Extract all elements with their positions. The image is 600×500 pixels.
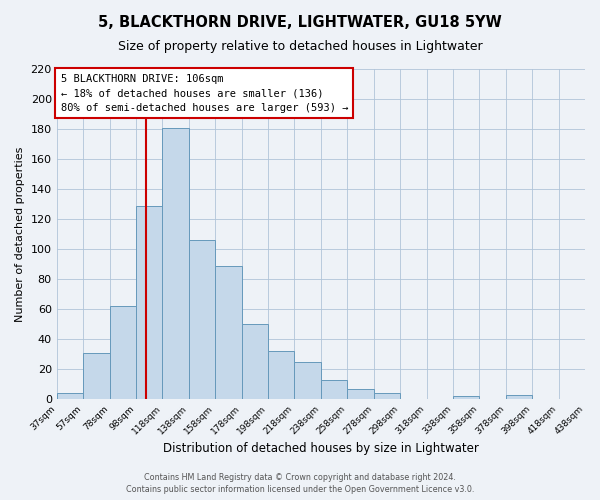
Bar <box>163 128 189 400</box>
Bar <box>215 266 242 400</box>
Bar <box>268 352 295 400</box>
Bar <box>374 394 400 400</box>
Bar <box>321 380 347 400</box>
X-axis label: Distribution of detached houses by size in Lightwater: Distribution of detached houses by size … <box>163 442 479 455</box>
Text: 5 BLACKTHORN DRIVE: 106sqm
← 18% of detached houses are smaller (136)
80% of sem: 5 BLACKTHORN DRIVE: 106sqm ← 18% of deta… <box>61 74 348 113</box>
Bar <box>453 396 479 400</box>
Bar <box>347 389 374 400</box>
Bar <box>295 362 321 400</box>
Text: 5, BLACKTHORN DRIVE, LIGHTWATER, GU18 5YW: 5, BLACKTHORN DRIVE, LIGHTWATER, GU18 5Y… <box>98 15 502 30</box>
Bar <box>242 324 268 400</box>
Bar <box>110 306 136 400</box>
Bar <box>189 240 215 400</box>
Bar <box>506 395 532 400</box>
Text: Contains HM Land Registry data © Crown copyright and database right 2024.
Contai: Contains HM Land Registry data © Crown c… <box>126 473 474 494</box>
Bar <box>136 206 163 400</box>
Text: Size of property relative to detached houses in Lightwater: Size of property relative to detached ho… <box>118 40 482 53</box>
Bar <box>83 353 110 400</box>
Y-axis label: Number of detached properties: Number of detached properties <box>15 146 25 322</box>
Bar <box>56 394 83 400</box>
